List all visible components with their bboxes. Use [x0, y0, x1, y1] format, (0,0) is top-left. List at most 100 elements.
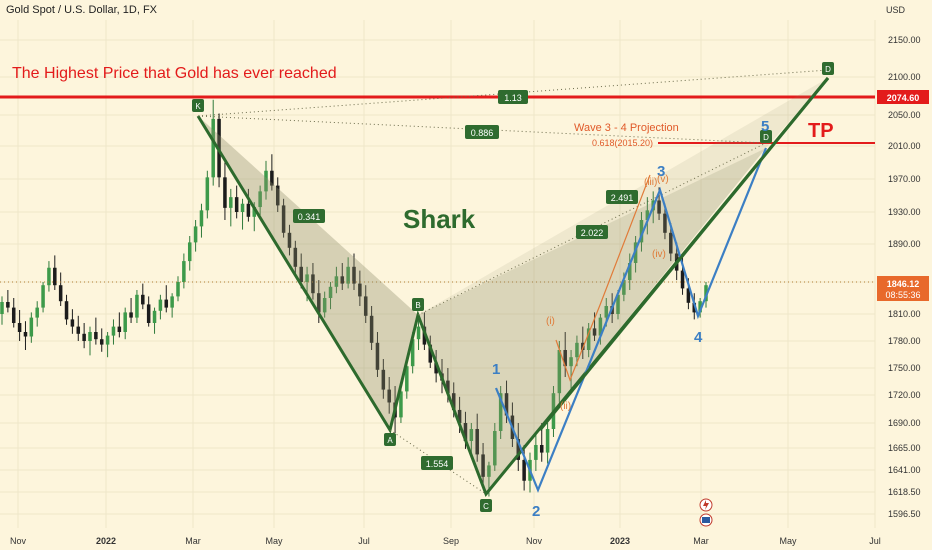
candle-body [223, 177, 227, 208]
svg-text:B: B [415, 301, 420, 310]
time-axis[interactable]: Nov 2022 Mar May Jul Sep Nov 2023 Mar May Jul [10, 536, 881, 546]
candle-body [105, 335, 110, 345]
candle-body [328, 286, 333, 298]
candle-body [82, 333, 86, 341]
candle-body [275, 185, 280, 206]
wave-2-label: 2 [532, 503, 540, 520]
x-tick-label: May [779, 536, 797, 546]
svg-text:08:55:36: 08:55:36 [885, 290, 920, 300]
svg-text:2.491: 2.491 [611, 193, 634, 203]
candle-body [41, 285, 45, 308]
candle-body [211, 118, 215, 178]
svg-text:1846.12: 1846.12 [887, 279, 920, 289]
y-tick-labels: 2150.00 2100.00 2050.00 2010.00 1970.00 1930.… [888, 35, 921, 519]
candle-body [522, 459, 526, 481]
candle-body [663, 213, 667, 233]
elliott-wave-lines[interactable] [494, 147, 768, 493]
y-tick-label: 1780.00 [888, 336, 921, 346]
candle-body [504, 393, 509, 416]
wave-4-label: 4 [694, 329, 703, 346]
trendline[interactable] [538, 77, 830, 431]
candle-body [193, 226, 198, 243]
point-b-marker[interactable]: B [412, 298, 424, 311]
candle-body [53, 267, 57, 286]
ratio-2491-box: 2.491 [606, 190, 638, 204]
candle-body [182, 261, 186, 282]
y-tick-label: 1930.00 [888, 207, 921, 217]
svg-text:1.554: 1.554 [426, 459, 449, 469]
x-tick-label: Jul [358, 536, 370, 546]
candle-body [287, 232, 292, 248]
subwave-ii-label: (ii) [560, 401, 571, 412]
candle-body [592, 328, 597, 336]
candle-body [604, 306, 609, 318]
point-d-marker-2[interactable]: D [822, 62, 834, 75]
svg-text:0.886: 0.886 [471, 128, 494, 138]
svg-text:1.13: 1.13 [504, 93, 522, 103]
svg-text:2074.60: 2074.60 [887, 93, 920, 103]
candle-body [35, 307, 39, 318]
candle-body [416, 326, 421, 340]
candle-body [293, 247, 298, 267]
candle-body [0, 302, 4, 314]
candle-body [64, 301, 69, 320]
candle-body [686, 288, 691, 303]
candle-body [199, 210, 204, 227]
wave-1-label: 1 [492, 361, 500, 378]
candle-body [88, 332, 92, 341]
candle-body [410, 339, 415, 367]
y-tick-label: 1750.00 [888, 363, 921, 373]
candle-body [58, 285, 63, 302]
svg-text:A: A [387, 436, 393, 445]
candle-body [369, 315, 374, 343]
candle-body [680, 270, 685, 289]
point-d-marker-1[interactable]: D [760, 130, 772, 143]
candle-body [657, 200, 661, 214]
point-a-marker[interactable]: A [384, 433, 396, 446]
candle-body [23, 332, 28, 337]
candle-body [17, 323, 22, 332]
ath-annotation: The Highest Price that Gold has ever rea… [12, 65, 337, 82]
ratio-113-box: 1.13 [498, 90, 528, 104]
candle-body [627, 263, 632, 281]
chart-title: Gold Spot / U.S. Dollar, 1D, FX [6, 4, 158, 16]
candle-body [240, 203, 245, 212]
candle-body [311, 274, 315, 294]
candle-body [487, 465, 491, 477]
candle-body [299, 266, 303, 282]
point-k-marker[interactable]: K [192, 99, 204, 112]
candle-body [352, 266, 356, 284]
candle-body [158, 299, 163, 311]
candle-body [698, 301, 702, 313]
y-tick-label: 2150.00 [888, 35, 921, 45]
candle-body [569, 357, 573, 367]
subwave-v-label: (v) [657, 174, 669, 185]
x-tick-label: May [265, 536, 283, 546]
candle-body [164, 299, 169, 308]
event-flag-icon[interactable] [699, 513, 713, 527]
wave-3-label: 3 [657, 163, 665, 180]
candle-body [434, 362, 438, 374]
ratio-2022-box: 2.022 [576, 225, 608, 239]
candle-body [270, 170, 274, 186]
candle-body [669, 232, 673, 254]
svg-text:2.022: 2.022 [581, 228, 604, 238]
y-tick-label: 1810.00 [888, 309, 921, 319]
sub-wave-lines [555, 174, 651, 382]
y-tick-label: 2050.00 [888, 110, 921, 120]
candle-body [363, 296, 368, 316]
candle-body [586, 328, 591, 350]
subwave-iii-label: (iii) [644, 177, 657, 188]
event-lightning-icon[interactable] [699, 498, 713, 512]
candle-body [111, 326, 116, 336]
candle-body [387, 389, 391, 403]
point-c-marker[interactable]: C [480, 499, 492, 512]
candle-body [346, 266, 350, 284]
candle-body [99, 339, 104, 345]
candle-body [117, 326, 122, 332]
wave-5-label: 5 [761, 118, 769, 135]
candle-body [534, 445, 538, 460]
price-axis[interactable]: USD 2150.00 2100.00 2050.00 2010.00 1970.00 1… [876, 0, 932, 550]
candle-body [563, 350, 567, 367]
